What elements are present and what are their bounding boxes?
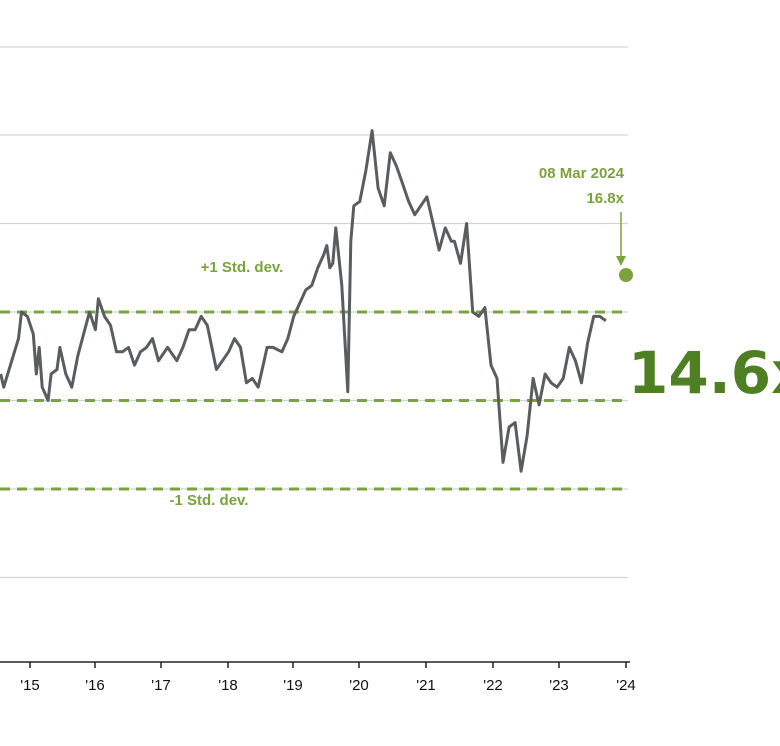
annotation-value: 16.8x <box>586 190 624 207</box>
annotation-arrow-head <box>616 256 626 266</box>
x-tick-label: '17 <box>151 677 171 694</box>
latest-value-marker <box>619 268 633 282</box>
x-tick-label: '23 <box>549 677 569 694</box>
x-tick-label: '18 <box>218 677 238 694</box>
handwritten-note: 14.6x <box>628 339 780 407</box>
series-line <box>0 129 607 473</box>
x-tick-label: '16 <box>85 677 105 694</box>
x-axis-ticks: '15 '16 '17 '18 '19 '20 '21 '22 '23 '24 <box>20 662 636 694</box>
x-tick-label: '15 <box>20 677 40 694</box>
x-tick-label: '21 <box>416 677 436 694</box>
minus-one-std-label: -1 Std. dev. <box>170 492 249 509</box>
x-tick-label: '24 <box>616 677 636 694</box>
x-tick-label: '22 <box>483 677 503 694</box>
x-tick-label: '19 <box>283 677 303 694</box>
plus-one-std-label: +1 Std. dev. <box>201 259 284 276</box>
x-tick-label: '20 <box>349 677 369 694</box>
annotation-date: 08 Mar 2024 <box>539 165 625 182</box>
reference-lines <box>0 310 628 491</box>
